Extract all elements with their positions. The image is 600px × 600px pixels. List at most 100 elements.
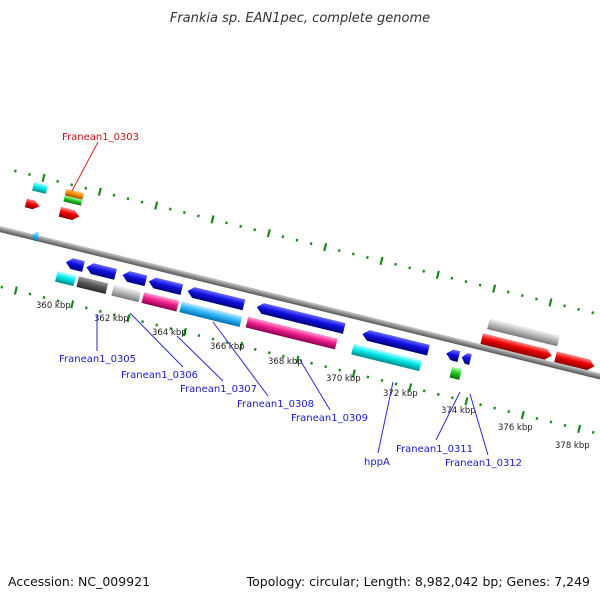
tick-label-378: 378 kbp (555, 441, 590, 451)
lower-minor-tick (155, 323, 159, 327)
gene-feature-blue-2[interactable] (85, 262, 117, 280)
lower-minor-tick (507, 410, 511, 414)
genome-band (0, 169, 600, 434)
gene-feature-franean1-0303[interactable] (64, 188, 85, 200)
lower-major-tick (295, 355, 300, 364)
gene-feature-franean1-0311[interactable] (445, 348, 461, 362)
lower-minor-tick (197, 334, 201, 338)
upper-minor-tick (408, 266, 412, 270)
tick-label-374: 374 kbp (441, 406, 476, 416)
genome-backbone-line (0, 217, 600, 394)
upper-minor-tick (422, 269, 426, 273)
lower-minor-tick (338, 368, 342, 372)
upper-minor-tick (112, 193, 116, 197)
lower-minor-tick (563, 423, 567, 427)
upper-major-tick (266, 229, 271, 238)
upper-minor-tick (14, 169, 17, 173)
gene-feature-darkgray[interactable] (76, 276, 109, 295)
leader-line-hppa (377, 381, 394, 454)
gene-feature-red-3[interactable] (554, 351, 595, 371)
upper-minor-tick (28, 172, 31, 176)
upper-minor-tick (197, 214, 200, 218)
lower-minor-tick (591, 430, 595, 434)
upper-major-tick (492, 284, 497, 293)
gene-feature-blue-1[interactable] (65, 257, 85, 272)
map-title: Frankia sp. EAN1pec, complete genome (170, 11, 430, 26)
gene-label-franean1-0307[interactable]: Franean1_0307 (180, 384, 257, 395)
gene-label-franean1-0309[interactable]: Franean1_0309 (291, 413, 368, 424)
leader-line-0303 (71, 141, 99, 192)
lower-major-tick (520, 410, 525, 420)
lower-minor-tick (42, 295, 46, 300)
tick-label-368: 368 kbp (268, 357, 303, 367)
gene-feature-red-small[interactable] (24, 198, 41, 211)
gene-feature-blue-3[interactable] (121, 270, 148, 287)
lower-minor-tick (366, 375, 370, 379)
lower-minor-tick (479, 403, 482, 407)
lower-minor-tick (28, 292, 32, 296)
upper-minor-tick (70, 183, 74, 187)
gene-label-hppa[interactable]: hppA (364, 457, 390, 468)
gene-label-franean1-0305[interactable]: Franean1_0305 (59, 354, 136, 365)
gene-labels: Franean1_0303 Franean1_0305 Franean1_030… (59, 132, 522, 469)
lower-minor-tick (310, 361, 313, 365)
upper-minor-tick (225, 221, 228, 225)
upper-minor-tick (450, 276, 454, 280)
lower-major-tick (577, 424, 582, 434)
lower-minor-tick (549, 420, 553, 424)
lower-minor-tick (253, 347, 257, 351)
gene-feature-skyblue-marker[interactable] (31, 231, 40, 242)
upper-minor-tick (351, 252, 355, 256)
accession-text: Accession: NC_009921 (8, 574, 150, 589)
gene-feature-magenta-1[interactable] (141, 292, 180, 312)
lower-major-tick (126, 314, 131, 323)
gene-feature-blue-4[interactable] (361, 329, 430, 356)
upper-minor-tick (126, 197, 130, 201)
upper-minor-tick (239, 224, 243, 228)
upper-major-tick (435, 270, 440, 279)
lower-minor-tick (98, 309, 102, 313)
lower-minor-tick (394, 382, 398, 386)
gene-feature-franean1-0305[interactable] (147, 276, 184, 295)
gene-label-franean1-0312[interactable]: Franean1_0312 (445, 458, 522, 469)
upper-major-tick (323, 242, 328, 252)
gene-feature-green-small[interactable] (63, 195, 83, 206)
gene-feature-green-2[interactable] (449, 366, 462, 380)
lower-minor-tick (113, 313, 116, 317)
lower-minor-tick (493, 406, 497, 410)
upper-minor-tick (140, 200, 144, 204)
lower-minor-tick (211, 337, 215, 341)
gene-feature-cyan-small[interactable] (32, 181, 48, 194)
tick-label-376: 376 kbp (498, 423, 533, 433)
gene-label-franean1-0306[interactable]: Franean1_0306 (121, 370, 198, 381)
gene-label-franean1-0303[interactable]: Franean1_0303 (62, 132, 139, 143)
gene-feature-franean1-0312[interactable] (460, 352, 472, 365)
lower-minor-tick (169, 327, 173, 331)
tick-label-364: 364 kbp (152, 328, 187, 338)
upper-minor-tick (182, 210, 186, 215)
gene-label-franean1-0308[interactable]: Franean1_0308 (237, 399, 314, 410)
upper-minor-tick (84, 186, 88, 190)
gene-feature-gray-2[interactable] (487, 318, 560, 347)
gene-label-franean1-0311[interactable]: Franean1_0311 (396, 444, 473, 455)
tick-label-372: 372 kbp (383, 389, 418, 399)
gene-feature-hppa[interactable] (351, 343, 422, 372)
upper-minor-tick (394, 262, 397, 266)
gene-feature-franean1-0308[interactable] (255, 302, 346, 334)
leader-line-0307 (176, 335, 224, 382)
upper-minor-tick (520, 293, 524, 298)
gene-feature-franean1-0306[interactable] (186, 286, 246, 311)
gene-feature-gray-1[interactable] (111, 284, 142, 303)
genome-summary-text: Topology: circular; Length: 8,982,042 bp… (246, 574, 590, 589)
upper-minor-tick (577, 307, 581, 311)
gene-feature-red-2[interactable] (480, 333, 553, 361)
coordinate-labels: 360 kbp 362 kbp 364 kbp 366 kbp 368 kbp … (36, 301, 590, 451)
lower-major-tick (464, 397, 469, 406)
gene-feature-franean1-0309[interactable] (245, 316, 338, 350)
gene-feature-cyan-1[interactable] (55, 270, 77, 287)
upper-minor-tick (281, 235, 285, 239)
gene-feature-red[interactable] (58, 206, 81, 221)
lower-minor-tick (56, 299, 60, 303)
gene-feature-franean1-0307[interactable] (179, 301, 243, 327)
